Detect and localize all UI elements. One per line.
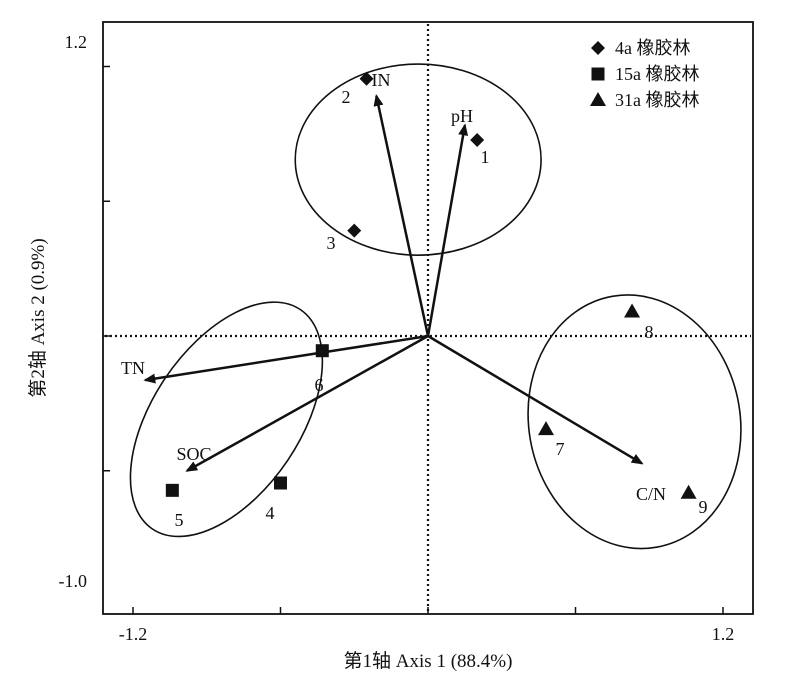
sample-point-8 bbox=[624, 303, 641, 318]
vector-label-ph: pH bbox=[451, 106, 473, 126]
sample-points bbox=[165, 71, 697, 499]
vector-label-in: IN bbox=[372, 70, 391, 90]
legend-label-1: 4a 橡胶林 bbox=[615, 38, 691, 58]
y-tick-label-0: 1.2 bbox=[65, 32, 88, 52]
sample-label-2: 2 bbox=[342, 87, 351, 107]
x-axis-title: 第1轴 Axis 1 (88.4%) bbox=[344, 650, 513, 672]
vector-arrow-soc bbox=[185, 334, 429, 472]
legend-marker-1 bbox=[591, 41, 605, 55]
environment-vectors: IN pH TN SOC C/N bbox=[121, 70, 666, 504]
legend-marker-3 bbox=[590, 92, 606, 106]
x-tick-label-1: 1.2 bbox=[712, 624, 735, 644]
sample-point-4 bbox=[274, 476, 287, 490]
sample-point-9 bbox=[680, 484, 697, 499]
legend: 4a 橡胶林 15a 橡胶林 31a 橡胶林 bbox=[590, 38, 700, 110]
sample-label-1: 1 bbox=[481, 147, 490, 167]
vector-arrow-tn bbox=[143, 334, 429, 384]
sample-label-4: 4 bbox=[266, 503, 275, 523]
x-tick-label-0: -1.2 bbox=[119, 624, 148, 644]
vector-arrow-c-n bbox=[427, 334, 644, 465]
sample-point-6 bbox=[315, 344, 329, 358]
sample-point-2 bbox=[359, 71, 374, 86]
axis-ticks: -1.2 1.2 1.2 -1.0 bbox=[59, 32, 735, 644]
sample-point-7 bbox=[538, 421, 554, 436]
group-ellipse-2 bbox=[129, 301, 324, 538]
vector-label-soc: SOC bbox=[176, 444, 211, 464]
sample-point-1 bbox=[470, 133, 485, 147]
sample-label-9: 9 bbox=[699, 497, 708, 517]
legend-marker-2 bbox=[591, 67, 605, 81]
group-ellipse-3 bbox=[527, 294, 742, 550]
vector-arrow-ph bbox=[426, 123, 469, 337]
legend-label-2: 15a 橡胶林 bbox=[615, 64, 700, 84]
sample-point-3 bbox=[347, 223, 362, 238]
vector-label-c-n: C/N bbox=[636, 484, 666, 504]
sample-label-3: 3 bbox=[327, 233, 336, 253]
y-axis-title: 第2轴 Axis 2 (0.9%) bbox=[27, 238, 49, 397]
y-tick-label-1: -1.0 bbox=[59, 571, 88, 591]
sample-point-5 bbox=[165, 483, 179, 497]
legend-label-3: 31a 橡胶林 bbox=[615, 90, 700, 110]
group-ellipse-1 bbox=[294, 63, 542, 256]
vector-arrow-in bbox=[373, 93, 430, 337]
sample-label-6: 6 bbox=[315, 375, 324, 395]
sample-label-7: 7 bbox=[556, 439, 565, 459]
sample-label-5: 5 bbox=[175, 510, 184, 530]
sample-labels: 1 2 3 4 5 6 7 8 9 bbox=[175, 87, 708, 530]
vector-label-tn: TN bbox=[121, 358, 145, 378]
reference-lines bbox=[105, 24, 751, 612]
sample-label-8: 8 bbox=[645, 322, 654, 342]
